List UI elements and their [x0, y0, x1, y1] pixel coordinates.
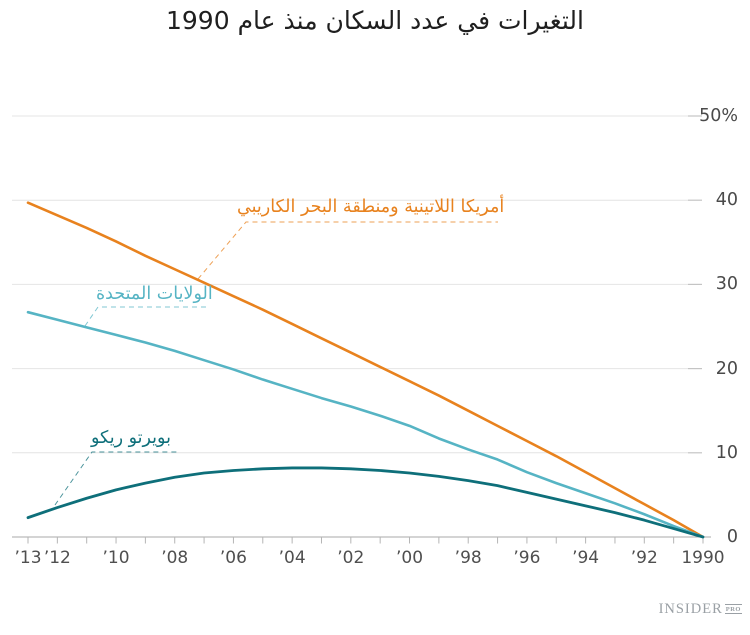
x-tick-label: ’10: [102, 548, 130, 568]
x-tick-label: ’04: [278, 548, 306, 568]
x-tick-label: ’00: [395, 548, 424, 568]
x-tick-label: ’94: [572, 548, 600, 568]
series-label-latin-america: أمريكا اللاتينية ومنطقة البحر الكاريبي: [237, 197, 505, 217]
x-tick-label: ’98: [454, 548, 482, 568]
insider-pro-logo: INSIDER PRO: [659, 601, 742, 618]
leader-united-states: [84, 306, 207, 327]
y-tick-label: 20: [715, 358, 738, 379]
x-tick-label: ’96: [513, 548, 541, 568]
logo-pro-badge: PRO: [724, 604, 742, 614]
x-tick-label: ’13: [14, 548, 42, 568]
x-tick-label: ’02: [337, 548, 365, 568]
leader-puerto-rico: [54, 451, 179, 506]
y-tick-label: 10: [715, 442, 738, 463]
leader-latin-america: [197, 221, 498, 280]
series-label-puerto-rico: بويرتو ريكو: [91, 428, 171, 448]
logo-text: INSIDER: [658, 601, 723, 617]
series-line-1: [26, 310, 705, 539]
x-tick-label: ’12: [43, 548, 71, 568]
x-tick-label: ’92: [630, 548, 658, 568]
series-line-0: [26, 201, 705, 539]
y-tick-label: 0: [726, 527, 738, 547]
x-tick-label: ’08: [161, 548, 189, 568]
y-tick-label: 50%: [699, 106, 738, 126]
series-label-united-states: الولايات المتحدة: [96, 284, 213, 304]
y-tick-label: 30: [715, 274, 738, 295]
chart-title: التغيرات في عدد السكان منذ عام 1990: [166, 6, 584, 35]
x-tick-label: 1990: [681, 548, 725, 568]
x-tick-label: ’06: [219, 548, 247, 568]
series-line-2: [26, 466, 705, 539]
y-tick-label: 40: [715, 190, 738, 211]
